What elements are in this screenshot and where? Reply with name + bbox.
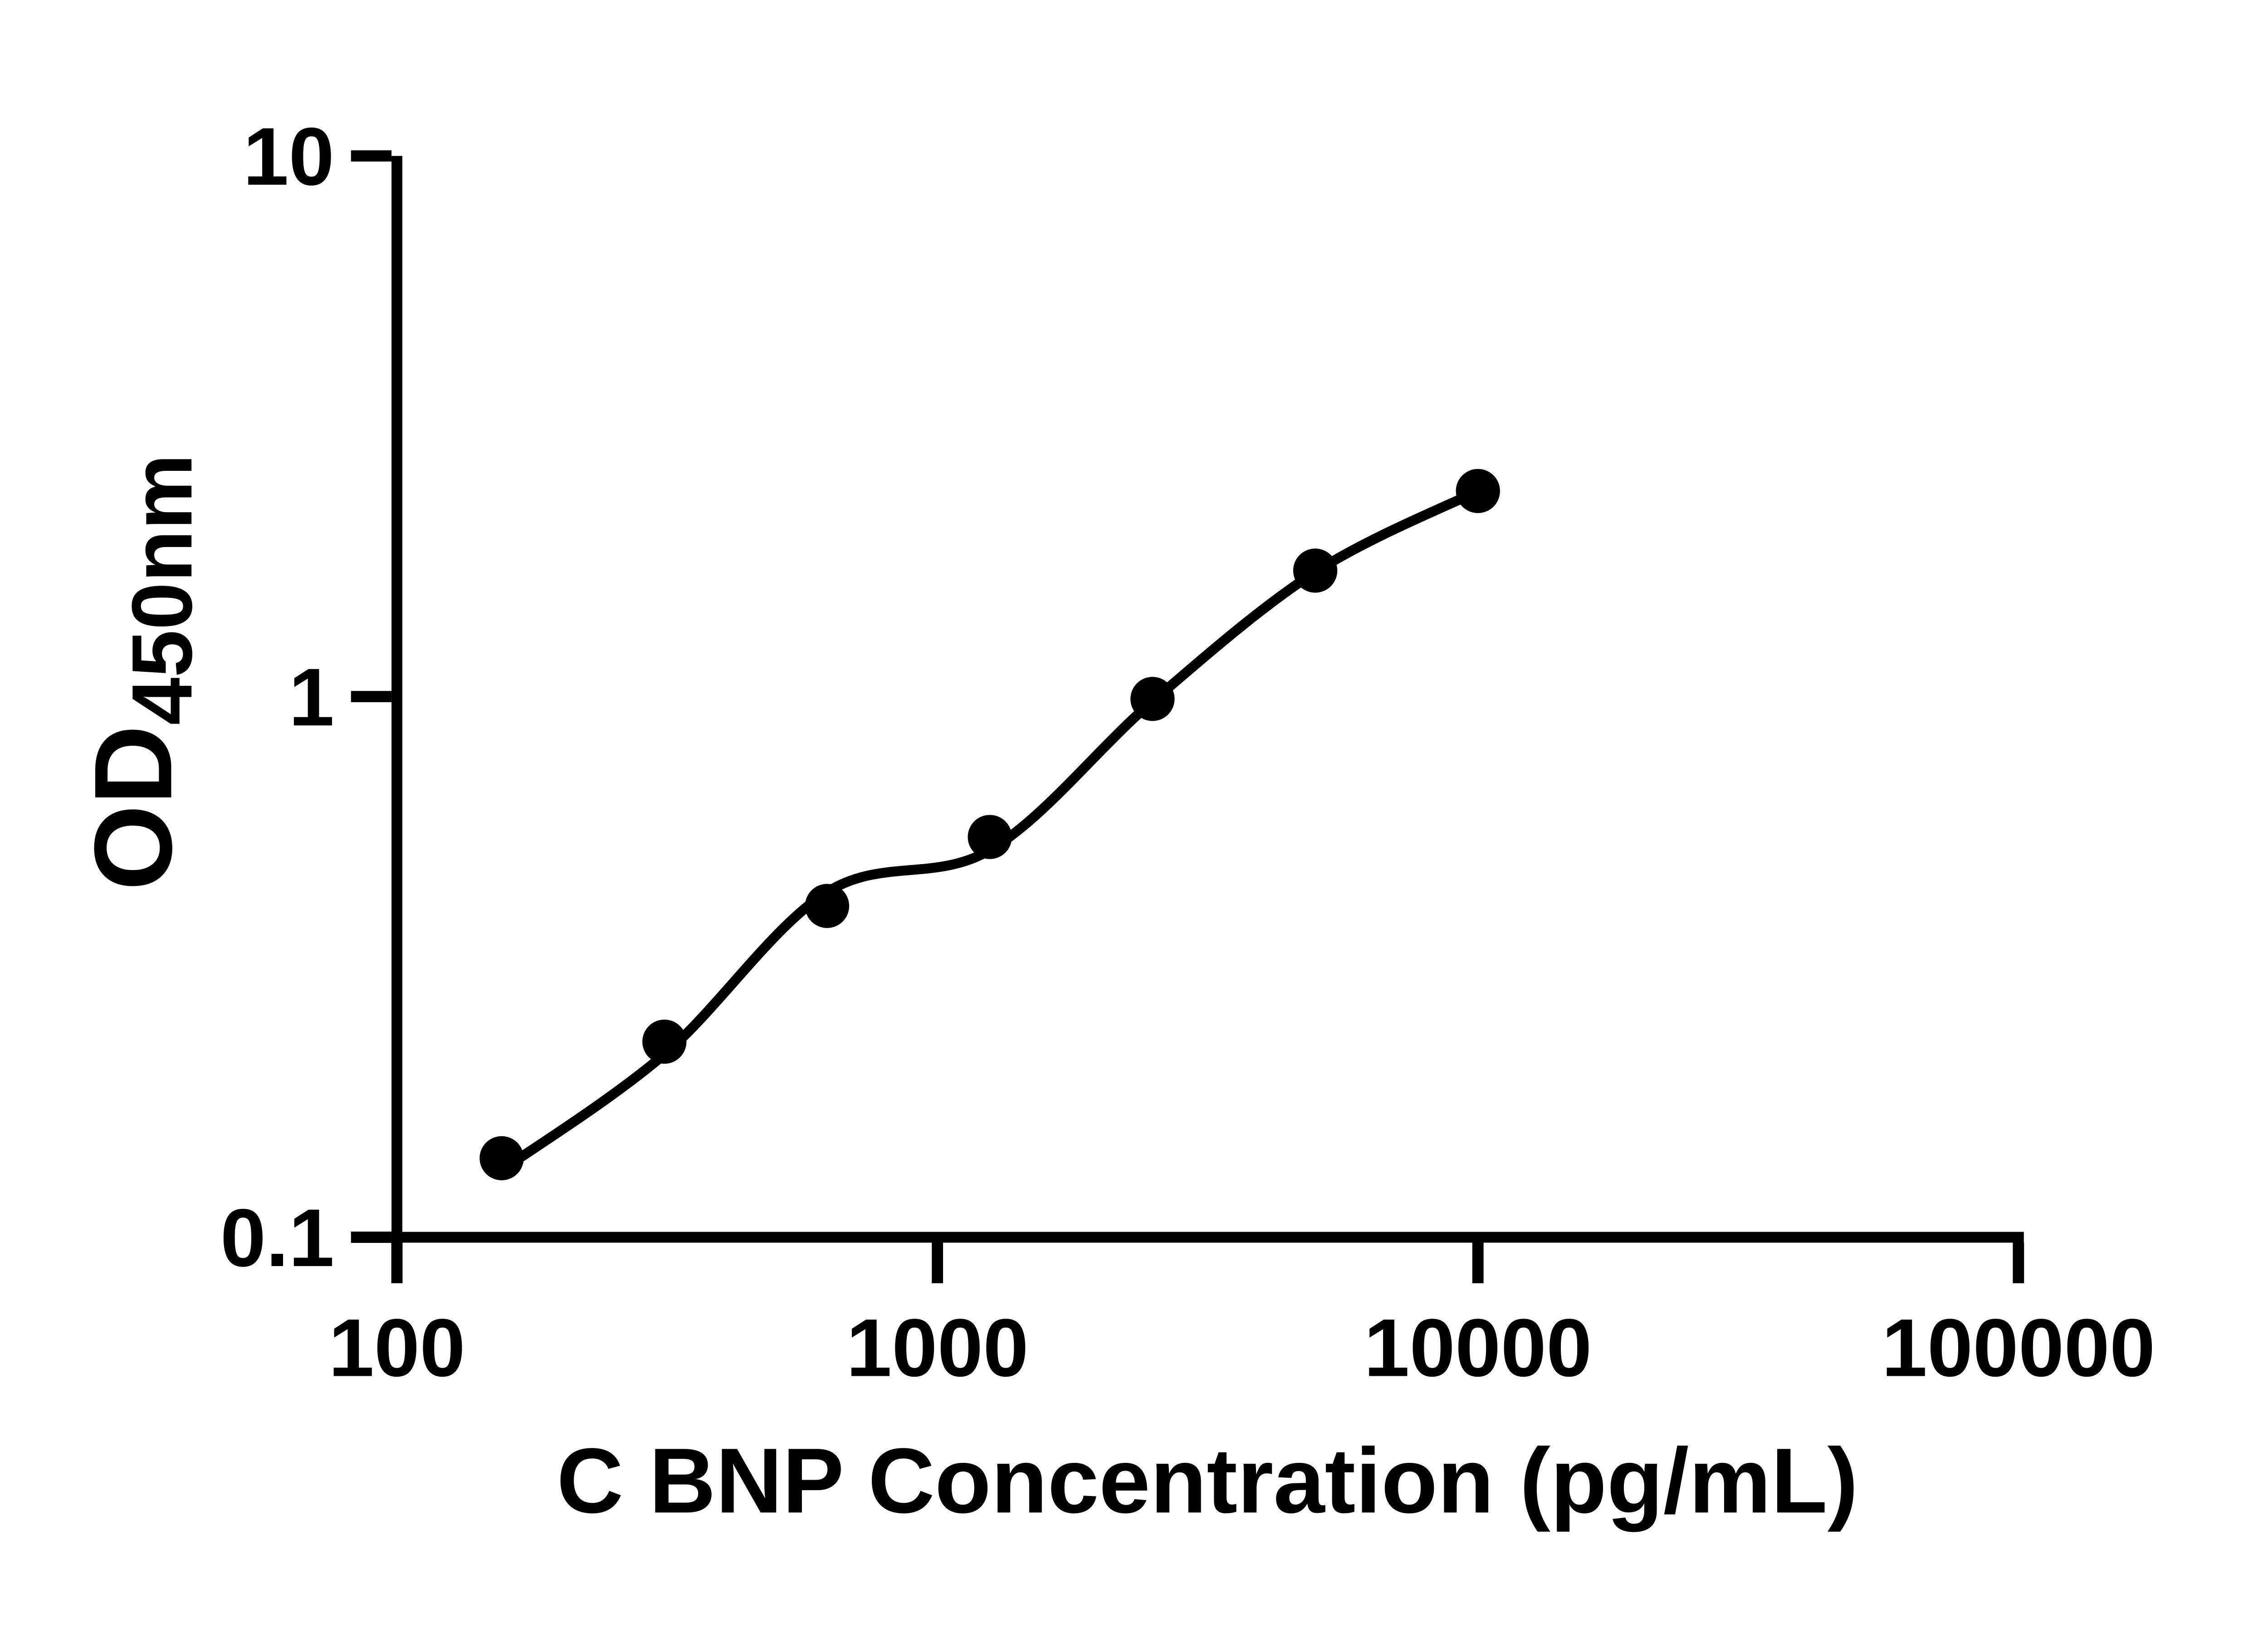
data-point-marker xyxy=(1293,548,1338,593)
x-tick-label: 100000 xyxy=(1882,1302,2155,1394)
x-tick-label: 100 xyxy=(328,1302,465,1394)
data-point-marker xyxy=(1456,469,1500,513)
standard-curve-figure: 0.1 1 10 100 1000 10000 100000 C BNP Concentra… xyxy=(0,5,2268,1628)
svg-text:OD450nm: OD450nm xyxy=(71,454,210,891)
y-axis-title-subscript: 450nm xyxy=(114,454,210,725)
data-point-marker xyxy=(642,1019,687,1064)
data-point-marker xyxy=(479,1136,524,1181)
data-point-marker xyxy=(805,884,850,929)
data-points xyxy=(479,469,1500,1181)
x-axis-title: C BNP Concentration (pg/mL) xyxy=(557,1430,1858,1533)
y-axis-title-main: OD xyxy=(71,725,195,891)
axes-layer xyxy=(351,150,2024,1283)
x-tick-label: 1000 xyxy=(846,1302,1029,1394)
tick-label-layer: 0.1 1 10 100 1000 10000 100000 xyxy=(220,111,2156,1393)
y-tick-label: 1 xyxy=(288,651,334,743)
y-tick-label: 10 xyxy=(243,111,334,202)
x-tick-label: 10000 xyxy=(1364,1302,1592,1394)
data-point-marker xyxy=(968,815,1012,859)
y-tick-label: 0.1 xyxy=(220,1192,334,1284)
y-axis-title: OD450nm xyxy=(71,454,210,891)
data-point-marker xyxy=(1130,677,1175,721)
standard-curve-chart: 0.1 1 10 100 1000 10000 100000 C BNP Concentra… xyxy=(0,5,2268,1628)
